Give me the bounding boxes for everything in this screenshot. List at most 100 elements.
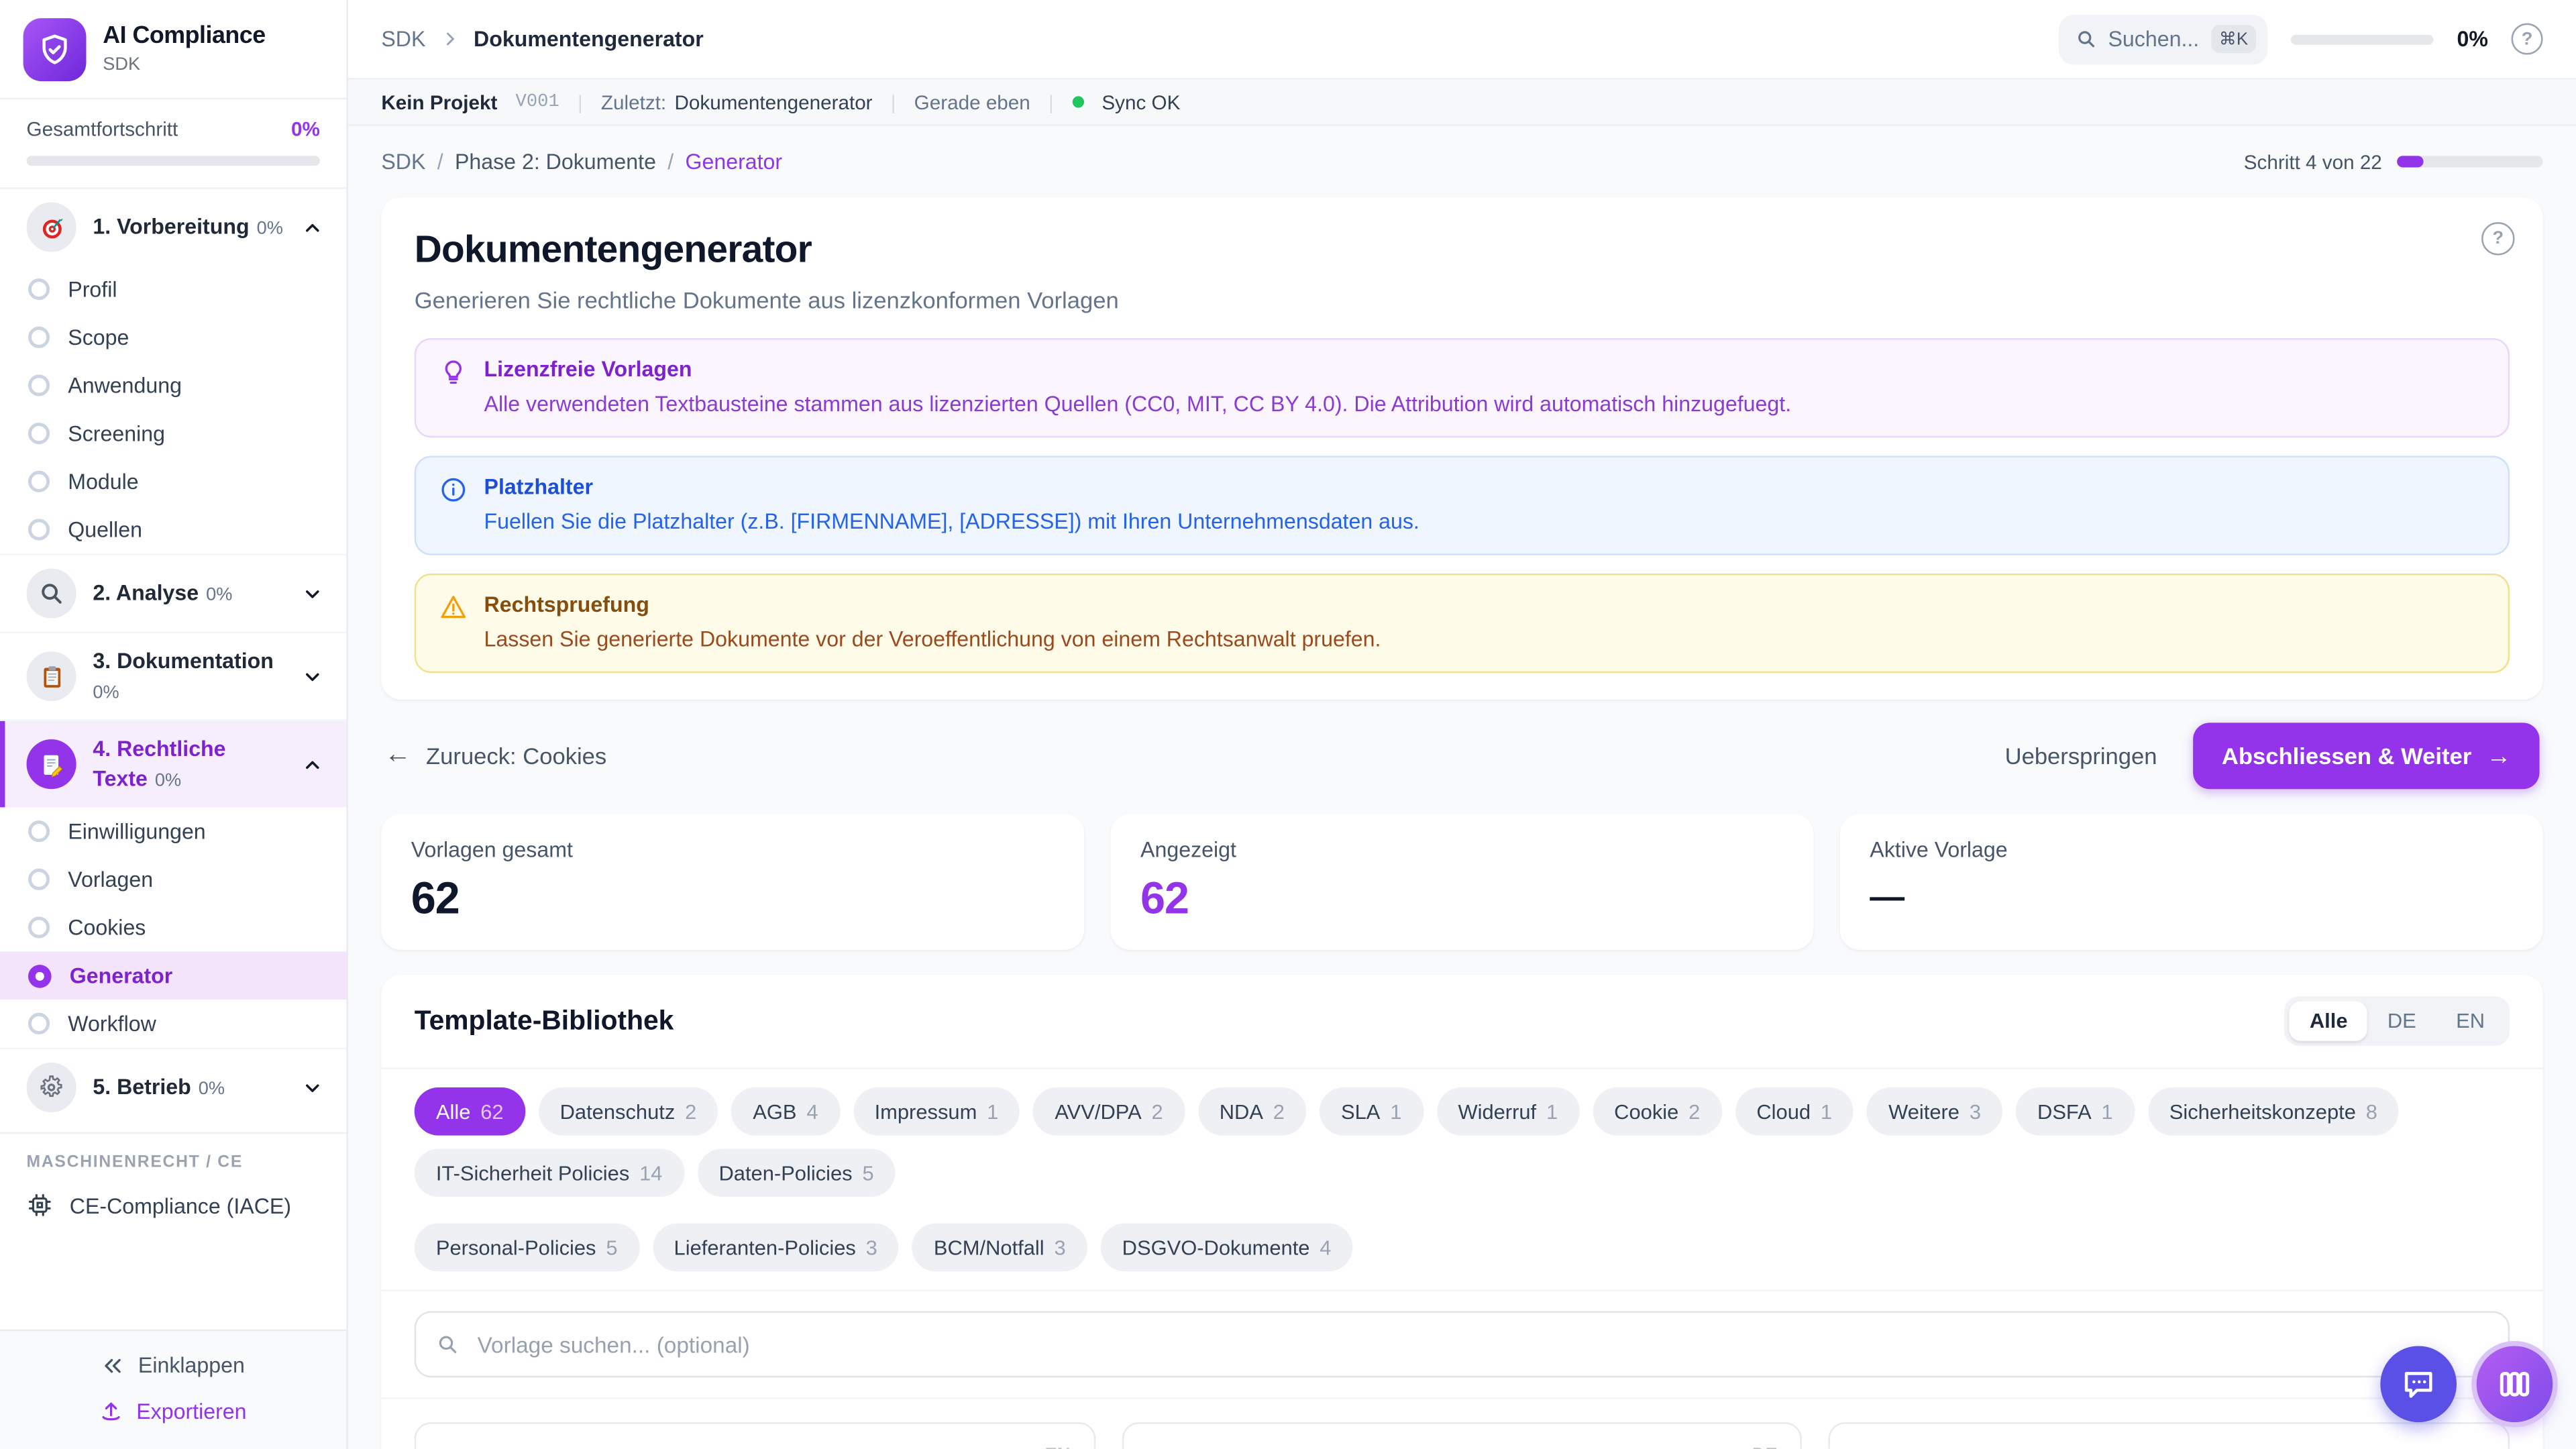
- template-search-box: [414, 1311, 2510, 1378]
- overall-progress-label: Gesamtfortschritt: [26, 117, 178, 142]
- sidebar-item-scope[interactable]: Scope: [0, 313, 346, 362]
- filter-chip-dsfa[interactable]: DSFA 1: [2015, 1087, 2135, 1136]
- radio-icon: [28, 820, 50, 843]
- filter-chip-widerruf[interactable]: Widerruf 1: [1436, 1087, 1580, 1136]
- template-card-aup[interactable]: Acceptable Use Policy (AUP) — EN EN Acce…: [414, 1422, 1095, 1449]
- filter-chip-sla[interactable]: SLA 1: [1319, 1087, 1424, 1136]
- notice-placeholders: Platzhalter Fuellen Sie die Platzhalter …: [414, 455, 2510, 555]
- sidebar-item-cookies[interactable]: Cookies: [0, 904, 346, 952]
- filter-chip-bcm-notfall[interactable]: BCM/Notfall 3: [912, 1223, 1087, 1272]
- tab-de[interactable]: DE: [2387, 1009, 2416, 1033]
- sidebar-item-screening[interactable]: Screening: [0, 409, 346, 458]
- sidebar-section-rechtliche-texte[interactable]: 4. Rechtliche Texte 0%: [0, 719, 347, 808]
- filter-chip-dsgvo-dokumente[interactable]: DSGVO-Dokumente 4: [1100, 1223, 1353, 1272]
- stats-row: Vorlagen gesamt 62 Angezeigt 62 Aktive V…: [381, 814, 2543, 950]
- main-area: SDK Dokumentengenerator Suchen... ⌘K 0% …: [347, 0, 2576, 1449]
- filter-chip-impressum[interactable]: Impressum 1: [853, 1087, 1020, 1136]
- notice-legal-review: Rechtspruefung Lassen Sie generierte Dok…: [414, 573, 2510, 674]
- chat-assistant-button[interactable]: [2380, 1346, 2457, 1423]
- topbar-breadcrumb: SDK Dokumentengenerator: [381, 27, 703, 52]
- sidebar: AI Compliance SDK Gesamtfortschritt 0% 1…: [0, 0, 348, 1449]
- chevron-up-icon: [302, 216, 323, 237]
- back-button[interactable]: ← Zurueck: Cookies: [384, 741, 607, 769]
- section-label: 2. Analyse: [93, 580, 199, 605]
- filter-chip-weitere[interactable]: Weitere 3: [1867, 1087, 2003, 1136]
- clipboard-icon: [26, 651, 76, 702]
- sidebar-item-einwilligungen[interactable]: Einwilligungen: [0, 807, 346, 855]
- template-card-zugriffskonzept[interactable]: Zugriffskonzept (ISO 27001 / BSI IT-Grun…: [1122, 1422, 1803, 1449]
- memo-icon: [26, 739, 76, 790]
- breadcrumb-root[interactable]: SDK: [381, 149, 426, 174]
- columns-view-button[interactable]: [2476, 1346, 2553, 1423]
- chevron-right-icon: [441, 30, 459, 48]
- filter-chip-daten-policies[interactable]: Daten-Policies 5: [697, 1148, 896, 1197]
- arrow-left-icon: ←: [384, 741, 411, 769]
- skip-button[interactable]: Ueberspringen: [2004, 743, 2157, 769]
- statusbar: Kein Projekt V001 | Zuletzt: Dokumenteng…: [347, 79, 2576, 126]
- chevron-up-icon: [302, 753, 323, 775]
- export-button[interactable]: Exportieren: [100, 1399, 247, 1424]
- info-icon: [439, 476, 468, 533]
- radio-icon: [28, 423, 50, 445]
- section-label: 3. Dokumentation: [93, 648, 274, 674]
- filter-chip-cloud[interactable]: Cloud 1: [1735, 1087, 1854, 1136]
- app-title: AI Compliance: [103, 23, 266, 50]
- finish-continue-button[interactable]: Abschliessen & Weiter →: [2193, 722, 2540, 790]
- filter-chip-avv-dpa[interactable]: AVV/DPA 2: [1033, 1087, 1185, 1136]
- stat-total-templates: Vorlagen gesamt 62: [381, 814, 1085, 950]
- last-label: Zuletzt:: [600, 90, 667, 114]
- sidebar-section-vorbereitung[interactable]: 1. Vorbereitung 0%: [0, 189, 346, 266]
- sidebar-section-betrieb[interactable]: 5. Betrieb 0%: [0, 1047, 347, 1126]
- warning-icon: [439, 594, 468, 651]
- section-percent: 0%: [154, 771, 182, 791]
- collapse-sidebar-button[interactable]: Einklappen: [102, 1352, 245, 1377]
- generator-intro-panel: Dokumentengenerator Generieren Sie recht…: [381, 197, 2543, 700]
- section-label: 4. Rechtliche Texte: [93, 736, 226, 791]
- library-title: Template-Bibliothek: [414, 1005, 674, 1036]
- help-icon[interactable]: ?: [2511, 23, 2543, 55]
- chevron-down-icon: [302, 1077, 323, 1098]
- sidebar-footer: Einklappen Exportieren: [0, 1329, 347, 1449]
- overall-progress: Gesamtfortschritt 0%: [0, 99, 347, 189]
- filter-chip-lieferanten-policies[interactable]: Lieferanten-Policies 3: [652, 1223, 899, 1272]
- template-card-zugriffskontrollrichtlinie[interactable]: Zugriffskontrollrichtlinie Zugriffskontr…: [1829, 1422, 2510, 1449]
- sidebar-section-analyse[interactable]: 2. Analyse 0%: [0, 553, 347, 631]
- sidebar-item-ce-compliance[interactable]: CE-Compliance (IACE): [0, 1180, 346, 1236]
- help-icon[interactable]: ?: [2481, 222, 2515, 256]
- tab-en[interactable]: EN: [2456, 1009, 2485, 1033]
- radio-icon: [28, 326, 50, 348]
- sidebar-item-module[interactable]: Module: [0, 458, 346, 506]
- sidebar-item-anwendung[interactable]: Anwendung: [0, 362, 346, 410]
- project-status: Kein Projekt: [381, 90, 498, 114]
- sidebar-item-workflow[interactable]: Workflow: [0, 1000, 346, 1048]
- filter-chip-agb[interactable]: AGB 4: [731, 1087, 840, 1136]
- breadcrumb-root[interactable]: SDK: [381, 26, 426, 52]
- filter-chip-it-sicherheit-policies[interactable]: IT-Sicherheit Policies 14: [414, 1148, 684, 1197]
- sidebar-item-quellen[interactable]: Quellen: [0, 506, 346, 554]
- sidebar-item-generator[interactable]: Generator: [0, 951, 347, 1000]
- notice-title: Platzhalter: [484, 474, 594, 499]
- overall-progress-bar: [26, 156, 320, 166]
- header-progress-bar: [2291, 34, 2434, 44]
- chevron-down-icon: [302, 665, 323, 687]
- global-search[interactable]: Suchen... ⌘K: [2058, 14, 2268, 64]
- template-search-row: [381, 1289, 2543, 1397]
- filter-chip-nda[interactable]: NDA 2: [1197, 1087, 1307, 1136]
- filter-chip-personal-policies[interactable]: Personal-Policies 5: [414, 1223, 639, 1272]
- tab-alle[interactable]: Alle: [2290, 1001, 2368, 1041]
- sync-status: Sync OK: [1102, 90, 1181, 114]
- section-percent: 0%: [256, 219, 283, 239]
- sidebar-item-profil[interactable]: Profil: [0, 265, 346, 313]
- global-search-placeholder: Suchen...: [2108, 26, 2200, 52]
- filter-chip-cookie[interactable]: Cookie 2: [1593, 1087, 1722, 1136]
- filter-chip-sicherheitskonzepte[interactable]: Sicherheitskonzepte 8: [2147, 1087, 2400, 1136]
- radio-selected-icon: [28, 963, 52, 987]
- sidebar-section-dokumentation[interactable]: 3. Dokumentation 0%: [0, 631, 347, 719]
- template-search-input[interactable]: [474, 1330, 2488, 1358]
- upload-icon: [100, 1400, 123, 1424]
- sidebar-item-vorlagen[interactable]: Vorlagen: [0, 855, 346, 904]
- filter-chip-datenschutz[interactable]: Datenschutz 2: [538, 1087, 718, 1136]
- breadcrumb-phase[interactable]: Phase 2: Dokumente: [454, 149, 656, 174]
- last-value: Dokumentengenerator: [674, 90, 873, 114]
- filter-chip-alle[interactable]: Alle 62: [414, 1087, 525, 1136]
